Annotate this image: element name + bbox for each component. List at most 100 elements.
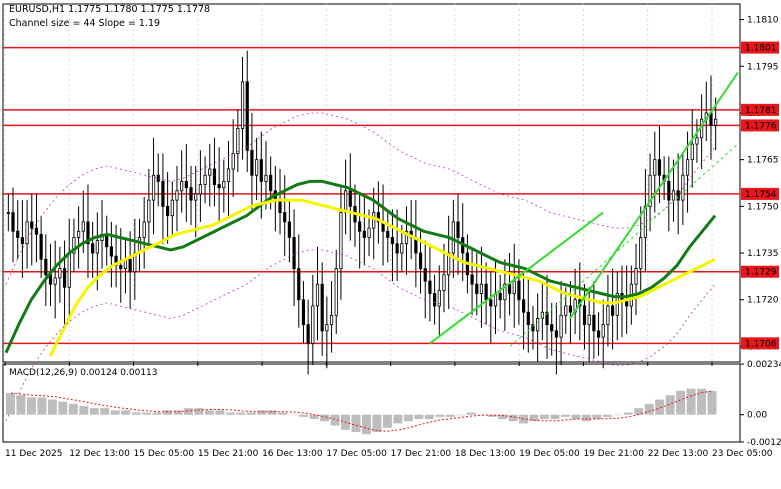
candle-body (479, 283, 484, 294)
x-tick-label: 16 Dec 13:00 (262, 449, 323, 459)
candle-body (690, 143, 694, 161)
candle-body (264, 174, 268, 182)
candle-body (147, 199, 151, 223)
candle-body (714, 118, 718, 126)
candle-body (226, 168, 231, 182)
macd-bar (215, 410, 225, 415)
macd-bar (571, 414, 581, 420)
y-tick-label: 1.1735 (747, 249, 779, 259)
candle-body (269, 174, 273, 192)
candle-body (6, 212, 10, 214)
level-label: 1.1776 (745, 121, 777, 131)
macd-bar (362, 414, 371, 435)
level-label-box (741, 41, 779, 54)
candle-body (72, 237, 76, 254)
candle-body (376, 212, 380, 223)
macd-bar (540, 414, 549, 420)
macd-tick-label: 0.00 (747, 411, 767, 421)
candle-body (39, 233, 43, 260)
candle-body (503, 283, 507, 301)
candle-body (404, 230, 409, 245)
candle-body (475, 283, 479, 294)
macd-bar (142, 412, 152, 415)
x-tick-label: 15 Dec 21:00 (198, 449, 259, 459)
candle-body (212, 168, 217, 185)
macd-bar (320, 414, 330, 422)
macd-bar (184, 408, 193, 415)
candle-body (311, 305, 315, 344)
macd-bar (592, 414, 602, 420)
macd-bar (278, 412, 288, 415)
x-tick-label: 22 Dec 13:00 (648, 449, 709, 459)
macd-bar (655, 399, 665, 415)
macd-bar (403, 414, 413, 422)
macd-pane: 0.00234 0.00 -0.00126 (2, 360, 781, 448)
candle-body (667, 181, 671, 201)
candle-body (531, 324, 535, 332)
candle-body (517, 280, 521, 301)
candle-body (648, 174, 652, 207)
candle-body (287, 221, 291, 238)
macd-bar (309, 414, 319, 420)
macd-bar (602, 414, 612, 417)
candle-body (484, 283, 488, 301)
candle-body (306, 324, 310, 344)
y-tick-label: 1.1750 (747, 202, 779, 212)
macd-bar (477, 414, 487, 416)
candle-body (166, 205, 170, 217)
macd-bar (529, 414, 539, 422)
macd-bar (173, 410, 183, 415)
candle-body (283, 212, 287, 223)
y-tick-label: 1.1795 (747, 62, 779, 72)
level-label: 1.1729 (745, 268, 777, 278)
level-label: 1.1781 (745, 106, 777, 116)
candle-body (522, 299, 526, 313)
candle-body (301, 299, 306, 326)
macd-bar (225, 412, 235, 415)
candle-body (278, 199, 282, 213)
candle-body (653, 159, 657, 176)
x-tick-label: 23 Dec 05:00 (712, 449, 773, 459)
candle-body (639, 237, 643, 270)
macd-bar (6, 393, 15, 415)
macd-bar (623, 412, 633, 415)
candle-body (170, 199, 174, 217)
candle-body (240, 81, 245, 129)
macd-bar (686, 388, 696, 415)
candle-body (498, 293, 502, 301)
candle-body (119, 265, 123, 270)
candle-body (390, 237, 395, 245)
candle-body (540, 311, 544, 319)
x-tick-label: 12 Dec 13:00 (69, 449, 130, 459)
candle-body (62, 268, 67, 288)
candle-body (20, 237, 24, 245)
candle-body (423, 268, 427, 282)
channel-lower (429, 211, 604, 345)
candle-body (81, 221, 85, 232)
candle-body (451, 221, 455, 254)
candle-body (489, 299, 493, 307)
candle-body (67, 252, 71, 288)
candle-body (231, 153, 235, 170)
macd-bar (330, 414, 340, 426)
macd-tick-label: -0.00126 (747, 438, 781, 448)
channel-mid (509, 143, 739, 347)
candle-body (601, 324, 605, 338)
macd-bar (204, 410, 214, 415)
candle-body (596, 330, 601, 338)
candle-body (358, 221, 362, 232)
candle-body (395, 243, 399, 254)
macd-bar (37, 397, 47, 415)
macd-bar (560, 414, 570, 417)
candle-body (428, 280, 432, 294)
candle-body (367, 227, 371, 238)
candle-body (615, 293, 619, 316)
candle-body (592, 314, 596, 332)
candle-body (184, 181, 188, 189)
candle-body (362, 230, 366, 238)
candle-body (536, 318, 540, 332)
envelope-upper (5, 112, 716, 285)
candle-body (222, 181, 226, 189)
x-tick-label: 19 Dec 05:00 (519, 449, 580, 459)
level-label: 1.1706 (745, 339, 777, 349)
